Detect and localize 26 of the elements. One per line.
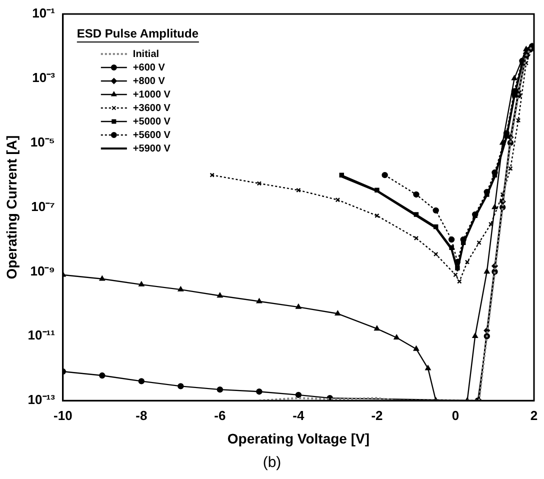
y-tick-label: 10⁻³: [32, 70, 56, 86]
x-tick-label: -4: [292, 408, 306, 423]
legend-label: +5000 V: [132, 116, 171, 128]
y-tick-label: 10⁻⁵: [30, 134, 55, 150]
legend-label: Initial: [132, 48, 160, 60]
x-tick-label: -6: [214, 408, 226, 423]
x-tick-label: 0: [452, 408, 460, 423]
legend-label: +600 V: [132, 62, 166, 74]
x-tick-label: 2: [530, 408, 538, 423]
x-tick-label: -8: [136, 408, 148, 423]
x-tick-label: -10: [54, 408, 72, 423]
legend-label: +5600 V: [132, 130, 171, 141]
legend-title: ESD Pulse Amplitude: [76, 26, 199, 40]
legend-label: +800 V: [132, 76, 166, 87]
y-tick-label: 10⁻¹¹: [28, 328, 55, 343]
legend-label: +3600 V: [132, 102, 171, 114]
y-tick-label: 10⁻¹³: [28, 392, 56, 408]
text: (b): [262, 454, 282, 471]
legend-label: +1000 V: [132, 89, 171, 100]
y-tick-label: 10⁻⁹: [30, 263, 55, 278]
y-tick-label: 10⁻⁷: [31, 198, 55, 214]
x-tick-label: -2: [371, 408, 383, 423]
y-tick-label: 10⁻¹: [32, 6, 55, 21]
legend-label: +5900 V: [132, 143, 171, 154]
x-axis-title: Operating Voltage [V]: [227, 430, 370, 446]
y-axis-title: Operating Current [A]: [3, 135, 20, 280]
